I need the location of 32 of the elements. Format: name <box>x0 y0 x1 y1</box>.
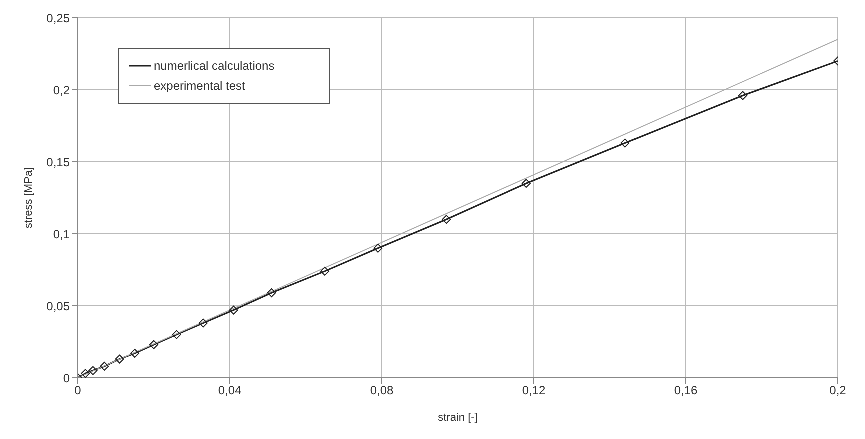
point <box>320 266 330 276</box>
x-tick-label: 0,2 <box>830 384 847 398</box>
point <box>130 349 140 358</box>
legend-label: numerlical calculations <box>154 59 275 73</box>
point <box>150 340 158 350</box>
x-tick-label: 0,08 <box>370 384 394 398</box>
y-tick-label: 0,15 <box>46 155 70 170</box>
x-axis-title: strain [-] <box>438 412 478 424</box>
point <box>374 244 383 253</box>
point <box>115 354 124 364</box>
y-tick-label: 0 <box>63 371 70 386</box>
point <box>172 330 182 340</box>
point <box>620 138 630 148</box>
point <box>229 306 238 315</box>
point <box>522 179 531 188</box>
point <box>88 366 98 376</box>
x-tick-label: 0,16 <box>674 384 698 398</box>
point <box>442 215 452 224</box>
point <box>738 91 748 100</box>
y-tick-label: 0,1 <box>53 227 70 242</box>
y-tick-label: 0,2 <box>53 83 70 98</box>
y-tick-label: 0,25 <box>46 11 70 26</box>
legend-label: experimental test <box>154 79 246 93</box>
y-tick-label: 0,05 <box>46 299 70 314</box>
point <box>81 369 90 378</box>
point <box>100 362 110 371</box>
y-axis-title: stress [MPa] <box>22 167 35 229</box>
x-tick-label: 0 <box>74 384 82 398</box>
x-tick-label: 0,04 <box>218 384 242 398</box>
point <box>198 318 208 328</box>
point <box>267 288 276 298</box>
x-tick-label: 0,12 <box>522 384 546 398</box>
